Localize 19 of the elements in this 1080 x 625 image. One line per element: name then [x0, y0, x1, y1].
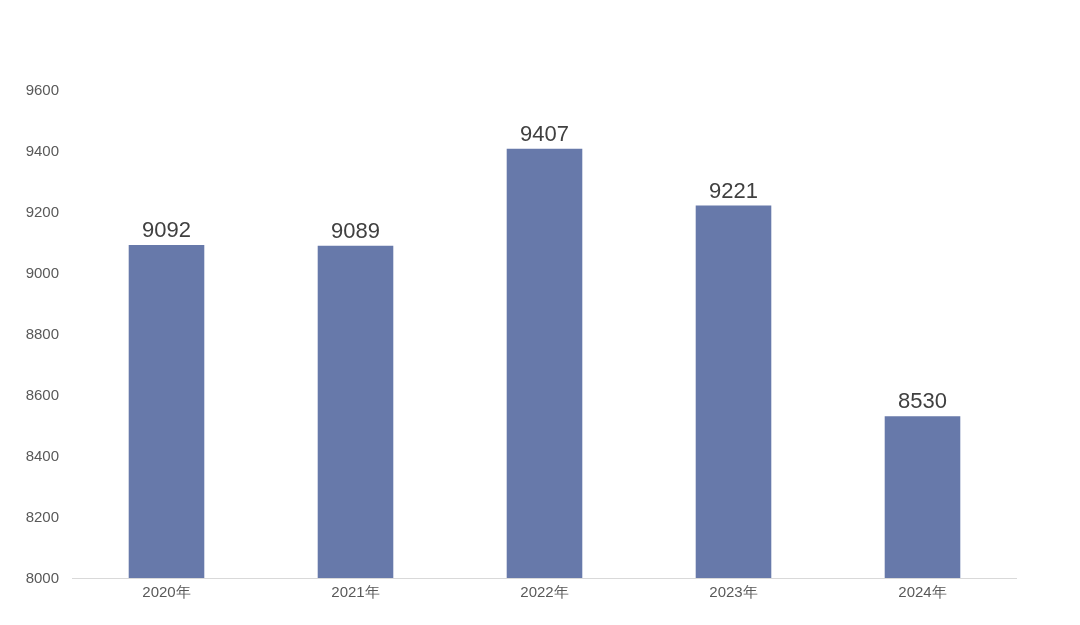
- data-label: 8530: [898, 388, 947, 414]
- y-tick-label: 9000: [25, 264, 59, 282]
- y-tick-label: 9600: [25, 81, 59, 99]
- x-tick-label: 2023年: [709, 583, 758, 600]
- data-label: 9407: [520, 120, 569, 146]
- y-tick-label: 8200: [25, 508, 59, 526]
- y-tick-label: 8600: [25, 386, 59, 404]
- y-tick-label: 9200: [25, 203, 59, 221]
- y-tick-label: 8800: [25, 325, 59, 343]
- data-label: 9092: [142, 216, 191, 242]
- y-tick-label: 9400: [25, 142, 59, 160]
- data-label: 9221: [709, 177, 758, 203]
- x-tick-label: 2020年: [142, 583, 191, 600]
- y-tick-label: 8400: [25, 447, 59, 465]
- x-tick-label: 2024年: [898, 583, 947, 600]
- x-tick-label: 2022年: [520, 583, 569, 600]
- x-tick-label: 2021年: [331, 583, 380, 600]
- data-label: 9089: [331, 217, 380, 243]
- y-tick-label: 8000: [25, 569, 59, 587]
